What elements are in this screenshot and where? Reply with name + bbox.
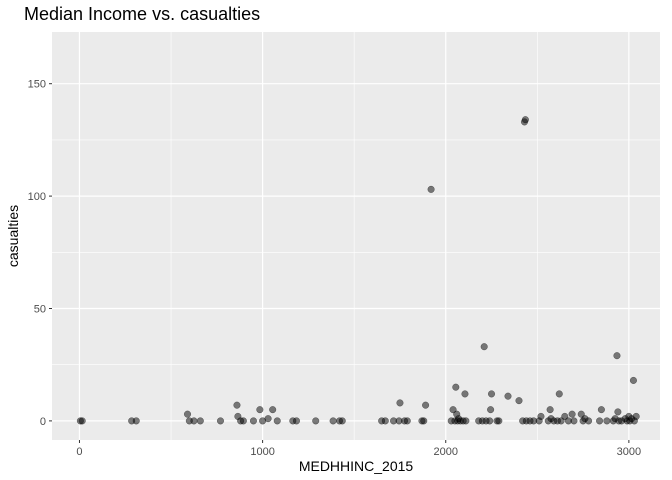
data-point [585, 417, 593, 425]
data-point [487, 406, 495, 414]
data-point [269, 406, 277, 414]
data-point [216, 417, 225, 425]
data-point [504, 392, 512, 400]
x-tick-label: 0 [76, 446, 82, 458]
y-tick-label: 50 [34, 303, 46, 315]
data-point [249, 417, 257, 425]
data-point [132, 417, 140, 425]
data-point [596, 417, 604, 425]
data-point [427, 185, 435, 193]
data-point [233, 401, 241, 409]
data-point [603, 417, 611, 425]
data-point [190, 417, 198, 425]
data-point [462, 417, 470, 425]
data-point [486, 417, 494, 425]
data-point [515, 397, 523, 405]
minor-gridlines [52, 32, 660, 440]
data-point [256, 406, 264, 414]
x-tick-label: 2000 [433, 446, 457, 458]
x-tick-label: 1000 [250, 446, 274, 458]
data-point [480, 343, 488, 351]
data-point [273, 417, 281, 425]
data-point [312, 417, 320, 425]
data-point [183, 410, 192, 418]
data-point [239, 417, 247, 425]
data-point [570, 417, 578, 425]
x-tick-label: 3000 [617, 446, 641, 458]
y-tick-label: 0 [40, 416, 46, 428]
data-point [614, 408, 622, 416]
data-point [381, 417, 389, 425]
x-axis-ticks: 0 1000 2000 3000 [76, 440, 641, 458]
data-point [613, 352, 621, 360]
data-point [632, 412, 640, 420]
y-tick-label: 150 [28, 79, 46, 91]
data-point [495, 417, 503, 425]
data-point [461, 390, 469, 398]
data-points [76, 116, 640, 425]
data-point [196, 417, 204, 425]
data-point [521, 116, 529, 124]
data-point [396, 399, 404, 407]
data-point [597, 406, 605, 414]
x-axis-title: MEDHHINC_2015 [299, 458, 414, 474]
data-point [78, 417, 86, 425]
data-point [487, 390, 496, 398]
chart-title: Median Income vs. casualties [24, 4, 261, 24]
data-point [422, 401, 430, 409]
data-point [329, 417, 337, 425]
y-tick-label: 100 [28, 191, 46, 203]
data-point [629, 376, 637, 384]
y-axis-ticks: 0 50 100 150 [28, 79, 52, 428]
data-point [264, 415, 272, 423]
y-axis-title: casualties [5, 205, 21, 267]
data-point [568, 410, 576, 418]
data-point [403, 417, 411, 425]
data-point [338, 417, 346, 425]
data-point [537, 412, 545, 420]
data-point [555, 390, 563, 398]
plot-panel [52, 32, 660, 440]
data-point [452, 383, 460, 391]
data-point [292, 417, 301, 425]
data-point [546, 406, 554, 414]
data-point [420, 417, 428, 425]
